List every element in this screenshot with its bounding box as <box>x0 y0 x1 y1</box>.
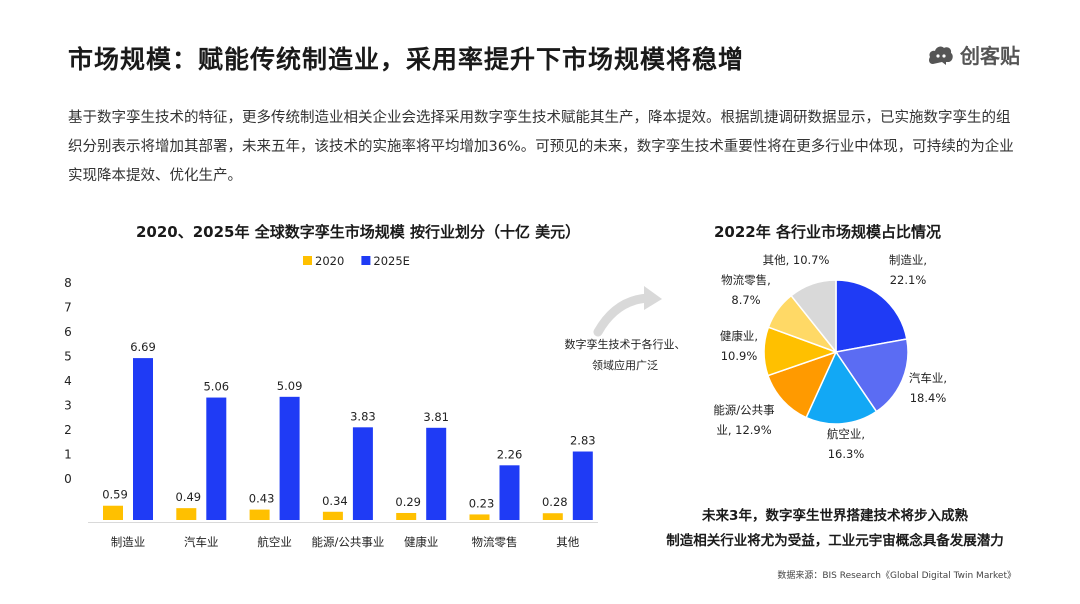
conclusion-line2: 制造相关行业将尤为受益，工业元宇宙概念具备发展潜力 <box>666 533 1004 549</box>
bar-data-label: 0.29 <box>395 495 421 509</box>
bar-chart-title: 2020、2025年 全球数字孪生市场规模 按行业划分（十亿 美元） <box>136 223 581 241</box>
arrow-annotation: 数字孪生技术于各行业、 领域应用广泛 <box>560 334 690 376</box>
y-tick-label: 3 <box>64 399 72 413</box>
bar-data-label: 5.09 <box>277 379 303 393</box>
pie-slice-label: 物流零售, 8.7% <box>721 273 771 307</box>
x-category-label: 物流零售 <box>472 535 518 549</box>
pie-slice <box>835 279 908 353</box>
bar <box>279 396 300 520</box>
y-tick-label: 5 <box>64 350 72 364</box>
arrow-annotation-line2: 领域应用广泛 <box>592 359 658 372</box>
x-category-label: 能源/公共事业 <box>311 535 384 549</box>
curved-arrow-head-icon <box>644 286 662 310</box>
bar <box>499 465 520 520</box>
x-category-label: 健康业 <box>404 535 439 549</box>
pie-slice-label: 其他, 10.7% <box>763 253 830 267</box>
pie-slice-label: 能源/公共事业, 12.9% <box>713 403 774 437</box>
bar-data-label: 0.23 <box>469 496 495 510</box>
bar-data-label: 0.49 <box>175 490 201 504</box>
x-category-label: 其他 <box>556 535 579 549</box>
bar <box>103 505 123 520</box>
bar-data-label: 0.34 <box>322 494 348 508</box>
data-source: 数据来源：BIS Research《Global Digital Twin Ma… <box>777 571 1016 581</box>
bar-data-label: 0.43 <box>249 492 275 506</box>
pie-slice <box>805 350 878 425</box>
bar-data-label: 6.69 <box>130 340 156 354</box>
y-tick-label: 0 <box>64 472 72 486</box>
pie-chart-title: 2022年 各行业市场规模占比情况 <box>714 223 941 241</box>
x-category-label: 汽车业 <box>184 535 219 549</box>
y-tick-label: 2 <box>64 423 72 437</box>
brand-logo-text: 创客贴 <box>960 44 1020 68</box>
conclusion-line1: 未来3年，数字孪生世界搭建技术将步入成熟 <box>702 508 968 524</box>
pie-slice-label: 汽车业, 18.4% <box>909 371 947 405</box>
legend-label: 2025E <box>373 254 410 268</box>
bar-data-label: 0.59 <box>102 488 128 502</box>
bar-legend: 2020 2025E <box>303 254 410 268</box>
bar <box>133 358 153 520</box>
bar-data-label: 0.28 <box>542 495 568 509</box>
y-tick-label: 4 <box>64 374 72 388</box>
bar-chart: 0 1 2 3 4 5 6 7 8 2020 2025E 0.59 6.69 制造业 0.49 5.06 汽车业… <box>64 254 598 549</box>
pie-slice <box>767 350 838 419</box>
bar-data-label: 3.83 <box>350 409 376 423</box>
y-tick-label: 7 <box>64 301 72 315</box>
bar <box>426 427 447 520</box>
pie-slice-label: 制造业, 22.1% <box>889 253 927 287</box>
page-title: 市场规模：赋能传统制造业，采用率提升下市场规模将稳增 <box>68 45 745 74</box>
curved-arrow-icon <box>593 293 653 337</box>
x-category-label: 制造业 <box>111 535 146 549</box>
pie-slice-label: 航空业, 16.3% <box>827 427 865 461</box>
pie-slice-label: 健康业, 10.9% <box>720 329 758 363</box>
x-category-label: 航空业 <box>257 535 292 549</box>
bar <box>206 397 227 520</box>
bar <box>396 512 417 520</box>
pie-slice <box>834 338 909 413</box>
arrow-annotation-line1: 数字孪生技术于各行业、 <box>564 338 686 351</box>
bar <box>249 509 270 520</box>
brand-logo: 创客贴 <box>928 40 1020 69</box>
bar-data-label: 2.26 <box>497 447 523 461</box>
bar-data-label: 5.06 <box>203 380 229 394</box>
y-tick-label: 1 <box>64 448 72 462</box>
pie-slice <box>790 279 837 355</box>
bar <box>542 513 563 520</box>
y-tick-label: 8 <box>64 276 72 290</box>
legend-swatch <box>361 256 371 265</box>
bar-data-label: 2.83 <box>570 434 596 448</box>
cloud-logo-icon <box>929 46 953 65</box>
bar <box>176 508 197 520</box>
y-tick-label: 6 <box>64 325 72 339</box>
bar <box>572 451 593 520</box>
bar-data-label: 3.81 <box>423 410 449 424</box>
pie-chart: 制造业, 22.1% 汽车业, 18.4% 航空业, 16.3% 能源/公共事业, 12.9… <box>713 253 947 461</box>
bar <box>469 514 490 520</box>
intro-paragraph: 基于数字孪生技术的特征，更多传统制造业相关企业会选择采用数字孪生技术赋能其生产，… <box>68 110 1014 184</box>
legend-swatch <box>303 256 312 265</box>
bar <box>352 427 373 520</box>
conclusion-text: 未来3年，数字孪生世界搭建技术将步入成熟 制造相关行业将尤为受益，工业元宇宙概念… <box>660 504 1010 554</box>
bar <box>322 511 343 520</box>
legend-label: 2020 <box>315 254 344 268</box>
